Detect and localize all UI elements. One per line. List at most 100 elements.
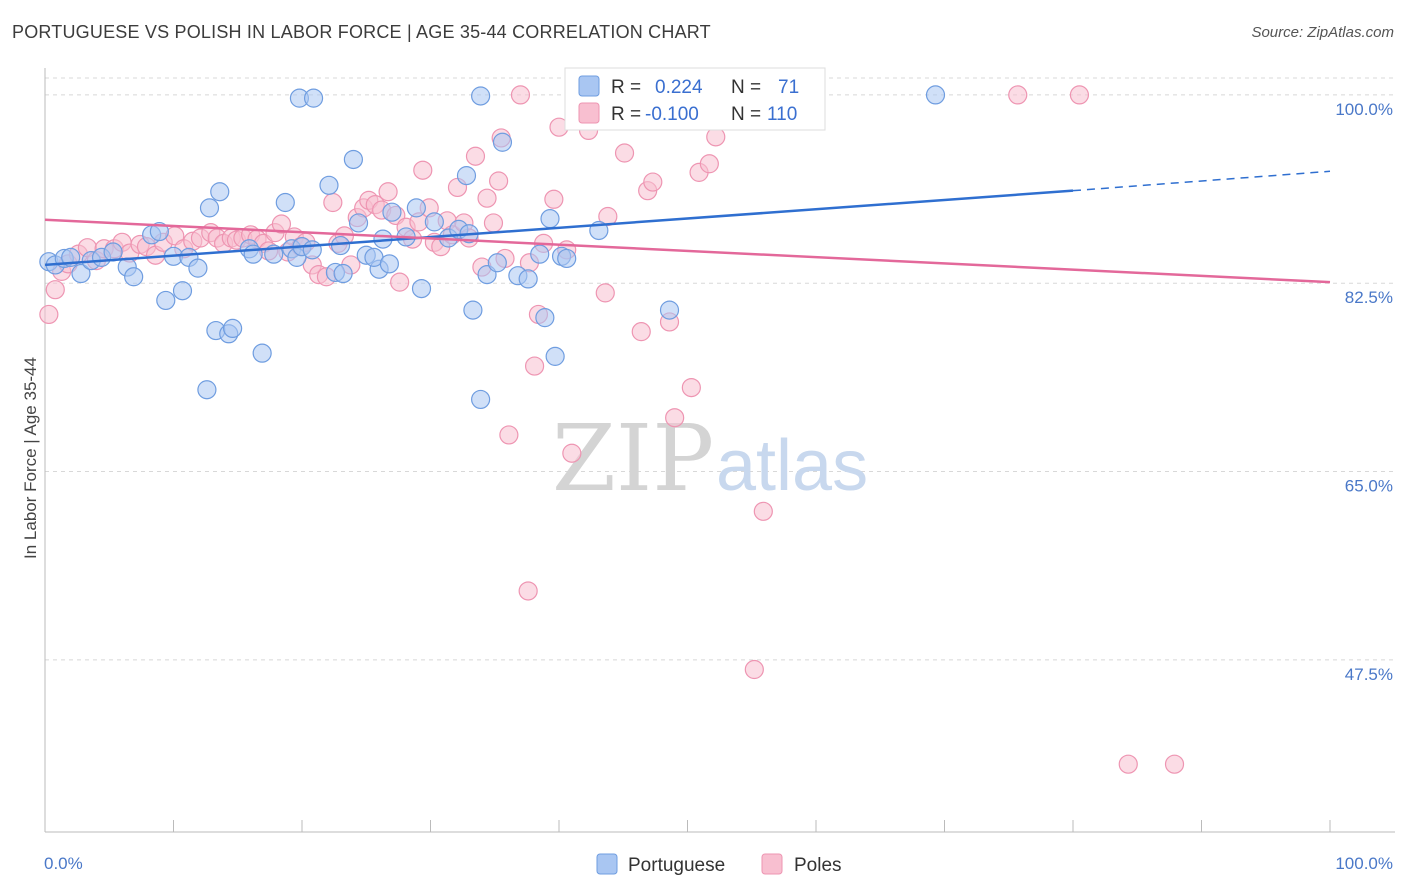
- legend-r-label-1: R =: [611, 77, 641, 98]
- poles-point: [465, 146, 486, 166]
- poles-point: [744, 659, 764, 680]
- legend-swatch-portuguese: [578, 75, 600, 97]
- portuguese-point: [275, 192, 295, 213]
- portuguese-point: [330, 235, 351, 256]
- x-tick-label-min: 0.0%: [44, 854, 83, 873]
- source-credit: Source: ZipAtlas.com: [1251, 24, 1394, 41]
- legend-n-label-1: N =: [731, 77, 761, 98]
- portuguese-point: [659, 300, 680, 320]
- poles-point: [1069, 85, 1090, 105]
- portuguese-point: [540, 209, 560, 229]
- portuguese-point: [456, 166, 477, 186]
- y-tick-label: 65.0%: [1345, 477, 1393, 496]
- poles-point: [524, 356, 545, 376]
- bottom-legend-label-poles: Poles: [794, 855, 842, 876]
- portuguese-point: [343, 149, 363, 170]
- bottom-legend: Portuguese Poles: [596, 853, 842, 876]
- portuguese-point: [302, 240, 322, 260]
- portuguese-point: [197, 380, 217, 400]
- bottom-legend-swatch-poles: [761, 853, 783, 875]
- portuguese-point: [172, 281, 193, 301]
- x-tick-label-max: 100.0%: [1335, 854, 1393, 873]
- y-axis-label: In Labor Force | Age 35-44: [21, 357, 40, 559]
- legend-r-value-1: 0.224: [655, 77, 703, 98]
- poles-point: [614, 143, 635, 163]
- portuguese-point: [199, 198, 220, 218]
- poles-point: [753, 501, 773, 521]
- watermark: ZIP atlas: [552, 405, 868, 512]
- poles-point: [39, 304, 59, 325]
- watermark-atlas: atlas: [716, 426, 868, 506]
- portuguese-point: [471, 389, 491, 410]
- legend-n-value-2: 110: [767, 104, 797, 125]
- y-tick-labels: 47.5% 65.0% 82.5% 100.0%: [1335, 100, 1393, 684]
- poles-point: [544, 189, 564, 209]
- series-portuguese: [39, 85, 946, 410]
- portuguese-point: [223, 318, 243, 339]
- portuguese-point: [411, 278, 432, 299]
- portuguese-point: [156, 290, 176, 311]
- poles-point: [45, 280, 65, 300]
- poles-point: [1118, 754, 1138, 774]
- poles-point: [271, 214, 292, 234]
- portuguese-point: [379, 254, 399, 274]
- legend-r-label-2: R =: [611, 104, 641, 125]
- chart-title: PORTUGUESE VS POLISH IN LABOR FORCE | AG…: [12, 22, 711, 42]
- poles-point: [518, 581, 538, 601]
- portuguese-point: [530, 244, 550, 264]
- poles-point: [643, 172, 663, 192]
- portuguese-point: [535, 308, 555, 328]
- poles-point: [510, 85, 531, 105]
- portuguese-point: [518, 269, 538, 289]
- portuguese-point: [319, 175, 339, 195]
- poles-point: [1008, 85, 1028, 105]
- portuguese-trend-extension: [1072, 170, 1331, 192]
- portuguese-point: [492, 132, 513, 152]
- portuguese-point: [210, 182, 230, 202]
- portuguese-point: [925, 85, 946, 105]
- portuguese-point: [252, 343, 272, 363]
- portuguese-point: [348, 213, 369, 233]
- portuguese-point: [333, 263, 353, 284]
- poles-point: [699, 154, 719, 174]
- portuguese-point: [557, 248, 577, 269]
- portuguese-point: [71, 263, 91, 284]
- portuguese-point: [406, 198, 426, 218]
- poles-point: [665, 408, 685, 428]
- grid-lines: [45, 77, 1395, 661]
- poles-point: [595, 283, 615, 303]
- poles-point: [378, 182, 398, 202]
- legend-box: R = 0.224 N = 71 R = -0.100 N = 110: [564, 67, 826, 131]
- legend-swatch-poles: [578, 102, 600, 124]
- poles-point: [477, 188, 497, 208]
- portuguese-point: [463, 300, 483, 320]
- portuguese-point: [424, 212, 444, 232]
- portuguese-point: [382, 202, 402, 222]
- axes: [44, 68, 1395, 833]
- poles-point: [499, 425, 519, 445]
- bottom-legend-label-portuguese: Portuguese: [628, 855, 725, 876]
- poles-trend-line: [44, 218, 1331, 284]
- poles-point: [562, 443, 582, 463]
- poles-point: [390, 272, 410, 292]
- portuguese-trend-line: [44, 189, 1074, 267]
- portuguese-point: [545, 346, 565, 366]
- portuguese-point: [124, 267, 144, 287]
- poles-point: [1164, 754, 1185, 774]
- trend-lines: [44, 170, 1331, 284]
- legend-n-value-1: 71: [778, 77, 799, 98]
- bottom-legend-swatch-portuguese: [596, 853, 618, 875]
- y-tick-label: 82.5%: [1345, 288, 1393, 307]
- y-tick-label: 100.0%: [1335, 100, 1393, 119]
- x-tick-labels: 0.0% 100.0%: [44, 854, 1393, 873]
- portuguese-point: [487, 253, 507, 273]
- poles-point: [631, 322, 651, 342]
- poles-point: [681, 377, 701, 398]
- portuguese-point: [471, 86, 491, 106]
- y-tick-label: 47.5%: [1345, 665, 1393, 684]
- legend-r-value-2: -0.100: [645, 104, 699, 125]
- legend-n-label-2: N =: [731, 104, 761, 125]
- poles-point: [413, 160, 433, 180]
- portuguese-point: [188, 258, 208, 278]
- poles-point: [323, 192, 343, 213]
